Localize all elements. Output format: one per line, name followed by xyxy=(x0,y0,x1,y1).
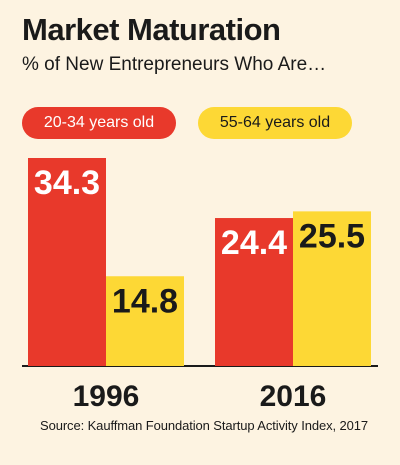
chart-title: Market Maturation xyxy=(22,12,281,47)
legend-item-20-34: 20-34 years old xyxy=(22,107,176,139)
bar-value-label: 25.5 xyxy=(299,217,365,255)
chart-subtitle: % of New Entrepreneurs Who Are… xyxy=(22,54,327,75)
bar-value-label: 14.8 xyxy=(112,282,178,320)
bar-value-label: 24.4 xyxy=(221,224,287,262)
legend-item-55-64: 55-64 years old xyxy=(198,107,352,139)
bar-1996-series-2 xyxy=(106,276,184,366)
category-label-2016: 2016 xyxy=(260,380,327,413)
category-label-1996: 1996 xyxy=(73,380,140,413)
bar-value-label: 34.3 xyxy=(34,164,100,202)
bar-2016-series-1 xyxy=(215,218,293,366)
source-note: Source: Kauffman Foundation Startup Acti… xyxy=(40,418,369,433)
bar-1996-series-1 xyxy=(28,158,106,366)
bar-2016-series-2 xyxy=(293,211,371,366)
